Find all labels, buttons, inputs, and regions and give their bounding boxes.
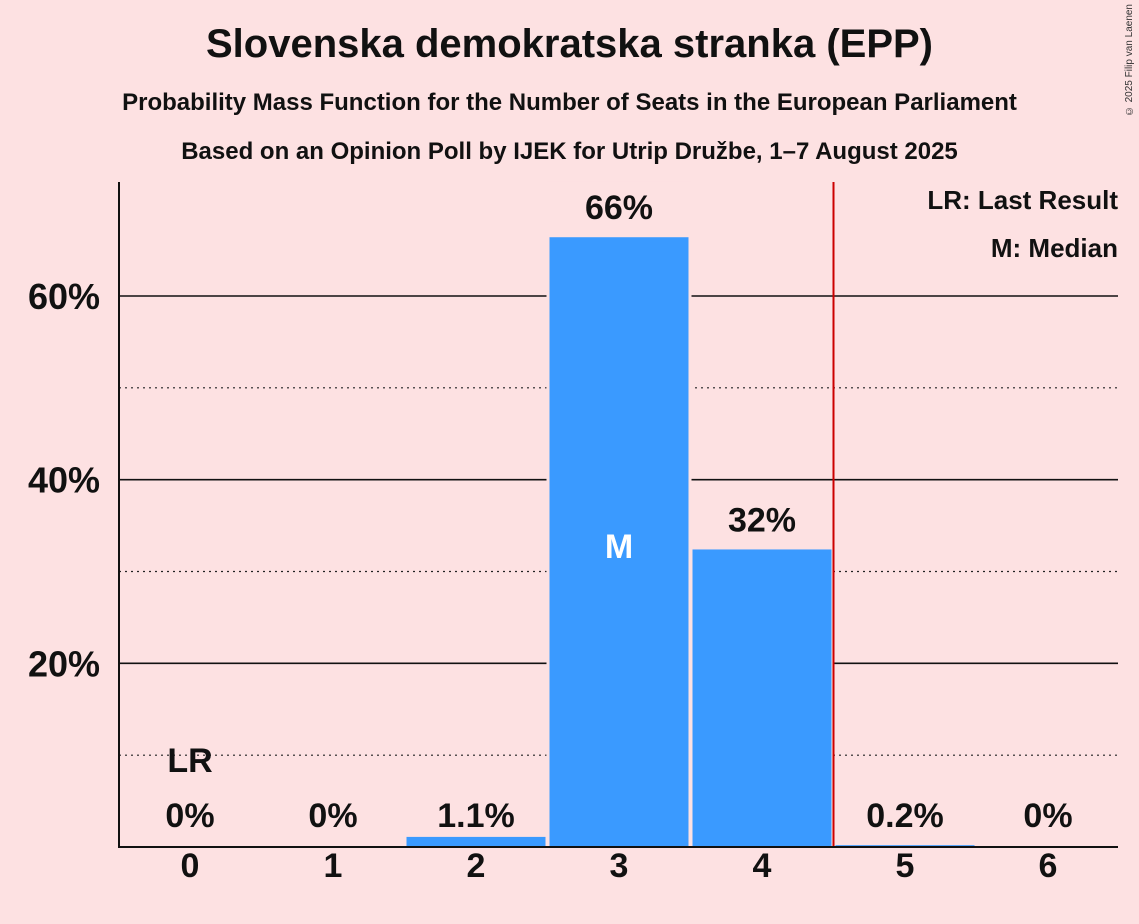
x-tick-label: 6 <box>1039 847 1058 885</box>
bar-seat-2 <box>406 836 546 847</box>
x-tick-label: 5 <box>896 847 915 885</box>
legend-last-result: LR: Last Result <box>927 185 1118 215</box>
value-label-1: 0% <box>308 797 357 835</box>
value-label-6: 0% <box>1023 797 1072 835</box>
value-label-5: 0.2% <box>866 797 944 835</box>
y-tick-label: 60% <box>28 276 100 317</box>
x-tick-label: 0 <box>181 847 200 885</box>
last-result-marker: LR <box>167 742 212 780</box>
x-tick-label: 1 <box>324 847 343 885</box>
value-label-2: 1.1% <box>437 797 515 835</box>
x-tick-label: 4 <box>753 847 772 885</box>
x-tick-label: 2 <box>467 847 486 885</box>
bar-clearance <box>832 789 978 847</box>
median-marker: M <box>605 528 633 566</box>
bar-seat-4 <box>692 549 832 847</box>
bar-clearance <box>403 780 549 847</box>
legend-median: M: Median <box>991 233 1118 263</box>
value-label-4: 32% <box>728 501 796 539</box>
x-tick-label: 3 <box>610 847 629 885</box>
y-tick-label: 20% <box>28 643 100 684</box>
chart-subtitle: Probability Mass Function for the Number… <box>122 89 1017 116</box>
chart-source: Based on an Opinion Poll by IJEK for Utr… <box>181 138 958 165</box>
value-label-3: 66% <box>585 189 653 227</box>
value-label-0: 0% <box>165 797 214 835</box>
bar-seat-3 <box>549 237 689 847</box>
y-tick-label: 40% <box>28 460 100 501</box>
chart-title: Slovenska demokratska stranka (EPP) <box>205 22 933 66</box>
